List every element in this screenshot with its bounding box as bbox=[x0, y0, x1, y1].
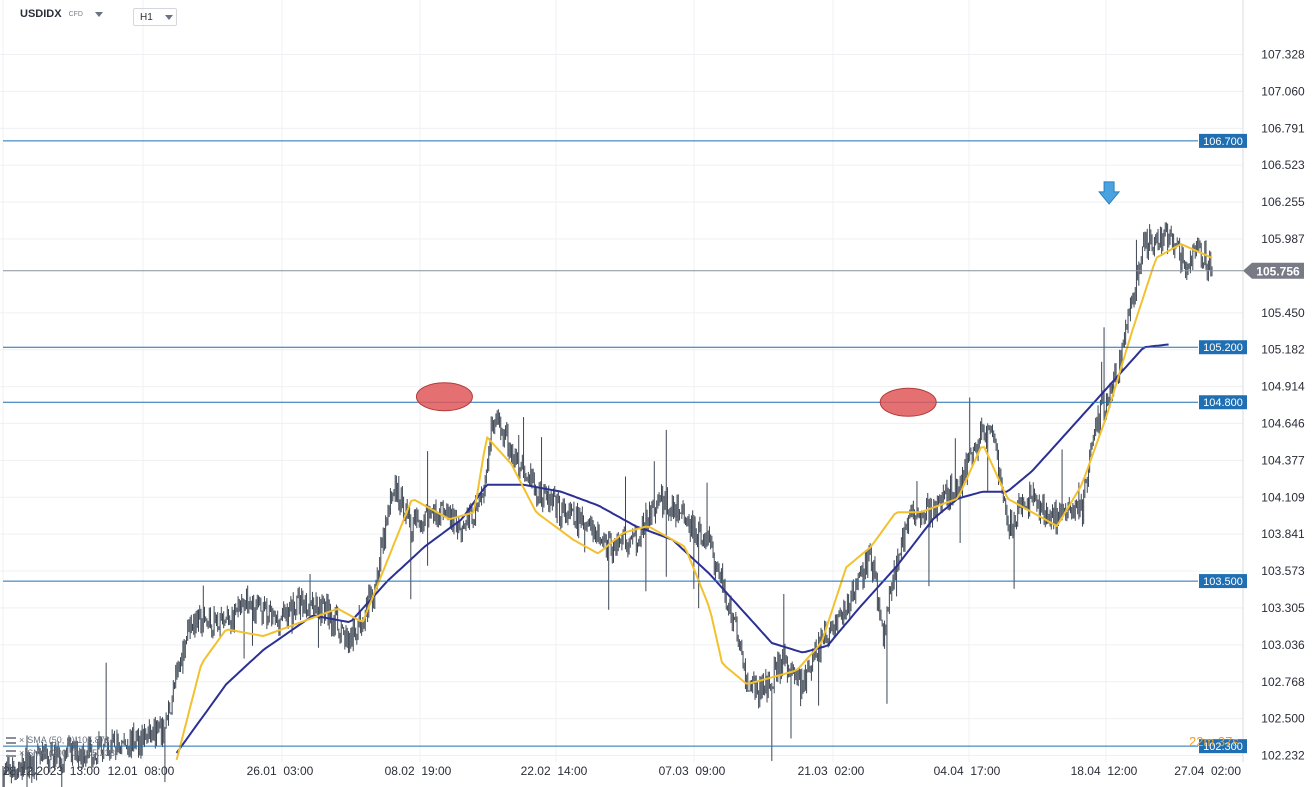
level-tag bbox=[1199, 739, 1247, 754]
sma200-line bbox=[175, 343, 1169, 754]
timeframe-selector[interactable]: H1 bbox=[133, 8, 177, 26]
level-tag-label: 102.300 bbox=[1203, 741, 1243, 753]
y-tick-label: 105.987 bbox=[1261, 232, 1305, 246]
current-price-tag bbox=[1243, 262, 1304, 279]
settings-icon[interactable] bbox=[6, 749, 16, 757]
symbol-type: CFD bbox=[68, 10, 83, 18]
y-tick-label: 106.255 bbox=[1261, 195, 1305, 209]
y-tick-label: 104.914 bbox=[1261, 380, 1305, 394]
legend-item-sma50[interactable]: × SMA (50, 0) 105.873 bbox=[6, 735, 110, 745]
candles bbox=[2, 222, 1213, 787]
y-tick-label: 104.646 bbox=[1261, 416, 1305, 430]
y-tick-label: 105.182 bbox=[1261, 343, 1305, 357]
legend-item-sma200[interactable]: × SMA (200, 0) 105.233 bbox=[6, 748, 115, 758]
x-tick-label: 07.03 09:00 bbox=[659, 764, 726, 778]
sell-signal-arrow-icon bbox=[1098, 181, 1121, 205]
symbol-name: USDIDX bbox=[20, 8, 62, 20]
x-tick-label: 27.04 02:00 bbox=[1174, 764, 1241, 778]
resistance-marker bbox=[415, 382, 473, 412]
level-tag-label: 105.200 bbox=[1203, 342, 1243, 354]
legend-label: SMA (50, 0) 105.873 bbox=[27, 735, 110, 745]
y-tick-label: 107.328 bbox=[1261, 48, 1305, 62]
level-tag-label: 106.700 bbox=[1203, 136, 1243, 148]
x-tick-label: 22.02 14:00 bbox=[521, 764, 588, 778]
y-tick-label: 102.500 bbox=[1261, 712, 1305, 726]
bar-countdown: 22m 37s bbox=[1189, 734, 1239, 749]
y-tick-label: 104.109 bbox=[1261, 490, 1305, 504]
y-tick-label: 102.768 bbox=[1261, 675, 1305, 689]
y-tick-label: 103.841 bbox=[1261, 527, 1305, 541]
y-tick-label: 103.573 bbox=[1261, 564, 1305, 578]
x-tick-label: 12.01 08:00 bbox=[108, 764, 175, 778]
x-tick-label: 26.01 03:00 bbox=[247, 764, 314, 778]
y-tick-label: 103.305 bbox=[1261, 601, 1305, 615]
level-tag bbox=[1199, 574, 1247, 589]
resistance-marker bbox=[879, 387, 937, 417]
y-tick-label: 105.450 bbox=[1261, 306, 1305, 320]
level-tag-label: 103.500 bbox=[1203, 576, 1243, 588]
legend-label: SMA (200, 0) 105.233 bbox=[27, 748, 115, 758]
remove-icon[interactable]: × bbox=[19, 748, 25, 758]
level-tag bbox=[1199, 133, 1247, 148]
y-tick-label: 107.060 bbox=[1261, 84, 1305, 98]
level-tag-label: 104.800 bbox=[1203, 397, 1243, 409]
y-tick-label: 106.523 bbox=[1261, 158, 1305, 172]
y-tick-label: 106.791 bbox=[1261, 121, 1305, 135]
sma50-line bbox=[175, 243, 1213, 761]
symbol-selector[interactable]: USDIDX CFD bbox=[20, 8, 103, 20]
remove-icon[interactable]: × bbox=[19, 735, 25, 745]
y-tick-label: 102.232 bbox=[1261, 749, 1305, 763]
current-price-label: 105.756 bbox=[1256, 265, 1300, 279]
x-tick-label: 18.04 12:00 bbox=[1071, 764, 1138, 778]
settings-icon[interactable] bbox=[6, 736, 16, 744]
y-tick-label: 103.036 bbox=[1261, 638, 1305, 652]
level-tag bbox=[1199, 340, 1247, 355]
chevron-down-icon bbox=[94, 11, 103, 17]
x-tick-label: 21.03 02:00 bbox=[798, 764, 865, 778]
x-tick-label: 04.04 17:00 bbox=[934, 764, 1001, 778]
y-tick-label: 104.377 bbox=[1261, 453, 1305, 467]
x-tick-label: 08.02 19:00 bbox=[385, 764, 452, 778]
level-tag bbox=[1199, 395, 1247, 410]
chevron-down-icon bbox=[164, 14, 173, 20]
timeframe-label: H1 bbox=[140, 11, 153, 23]
